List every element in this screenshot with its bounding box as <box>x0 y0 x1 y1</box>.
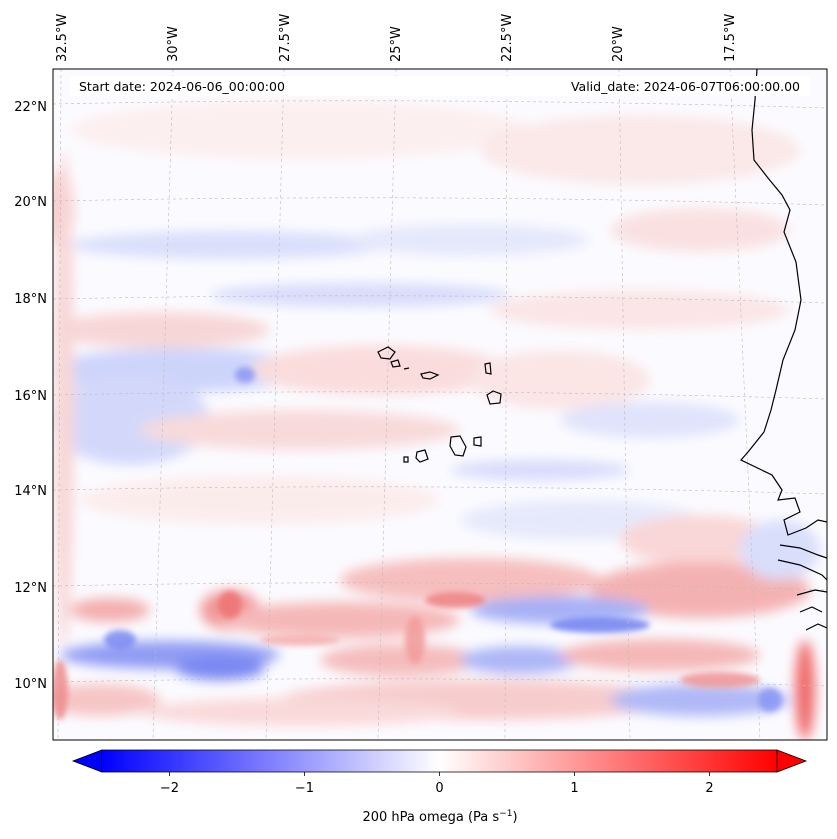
lat-label: 16°N <box>14 389 47 404</box>
island-sao-nicolau <box>420 371 440 380</box>
island-boa-vista <box>486 390 502 405</box>
lat-label: 22°N <box>14 100 47 115</box>
colorbar-label-close: ) <box>512 810 517 825</box>
island-sao-vicente <box>390 359 401 368</box>
omega-field-detail <box>53 367 782 720</box>
map-frame <box>52 68 828 741</box>
colorbar-label: 200 hPa omega (Pa s−1) <box>362 809 517 825</box>
lon-label: 20°W <box>611 26 626 62</box>
longitude-labels: 32.5°W 30°W 27.5°W 25°W 22.5°W 20°W 17.5… <box>55 14 738 62</box>
lon-label: 27.5°W <box>278 14 293 62</box>
start-date-text: Start date: 2024-06-06_00:00:00 <box>79 79 285 94</box>
colorbar-tick-label: −2 <box>160 781 179 796</box>
colorbar: −2 −1 0 1 2 200 hPa omega (Pa s−1) <box>71 749 808 825</box>
colorbar-tick-label: 1 <box>570 781 578 796</box>
colorbar-extend-high <box>776 749 808 773</box>
colorbar-tick-label: 2 <box>705 781 713 796</box>
lat-label: 20°N <box>14 195 47 210</box>
island-santo-antao <box>377 346 396 360</box>
island-maio <box>473 436 482 447</box>
lon-label: 17.5°W <box>723 14 738 62</box>
omega-field <box>53 100 820 740</box>
colorbar-extend-low <box>71 749 103 773</box>
lat-label: 14°N <box>14 484 47 499</box>
lat-label: 10°N <box>14 677 47 692</box>
coastlines <box>377 69 827 631</box>
island-santiago <box>449 435 467 457</box>
colorbar-label-sup: −1 <box>499 809 512 819</box>
africa-coast <box>740 69 827 536</box>
lat-label: 12°N <box>14 581 47 596</box>
lat-label: 18°N <box>14 292 47 307</box>
graticule <box>53 69 827 740</box>
colorbar-tick-label: 0 <box>435 781 443 796</box>
lon-label: 32.5°W <box>55 14 70 62</box>
valid-date-text: Valid_date: 2024-06-07T06:00:00.00 <box>571 79 800 94</box>
island-fogo <box>415 449 429 463</box>
date-info-bar: Start date: 2024-06-06_00:00:00 Valid_da… <box>70 76 810 96</box>
lon-label: 22.5°W <box>500 14 515 62</box>
lon-label: 25°W <box>389 26 404 62</box>
colorbar-ticks: −2 −1 0 1 2 <box>160 772 714 796</box>
latitude-labels: 22°N 20°N 18°N 16°N 14°N 12°N 10°N <box>14 100 47 692</box>
map-panel: Start date: 2024-06-06_00:00:00 Valid_da… <box>53 69 827 740</box>
colorbar-gradient <box>102 750 777 772</box>
island-brava <box>403 456 409 463</box>
island-sal <box>484 362 492 375</box>
lon-label: 30°W <box>166 26 181 62</box>
colorbar-tick-label: −1 <box>295 781 314 796</box>
colorbar-label-main: 200 hPa omega (Pa s <box>362 810 499 825</box>
